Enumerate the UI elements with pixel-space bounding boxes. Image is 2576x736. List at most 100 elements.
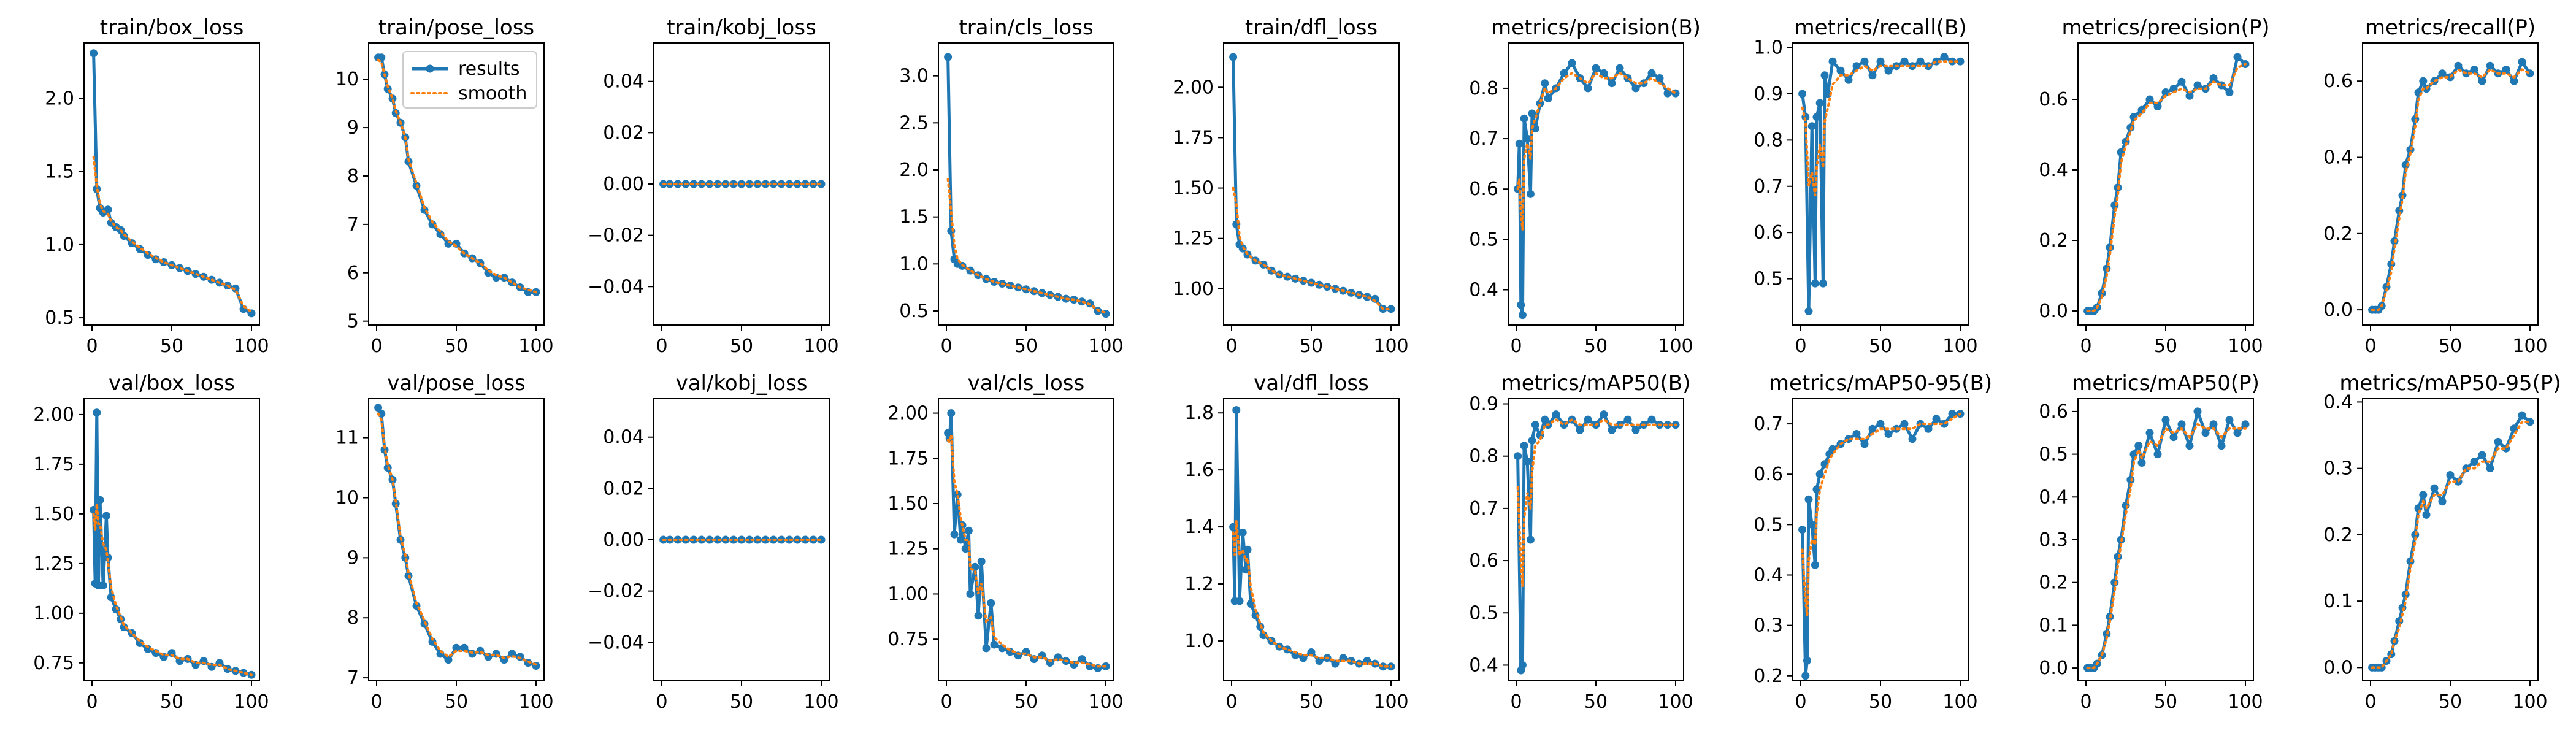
x-tick-label: 0 — [370, 691, 382, 713]
results-point — [239, 669, 248, 677]
smooth-line — [92, 504, 253, 677]
y-tick-label: 0.75 — [887, 629, 929, 650]
smooth-line — [946, 178, 1107, 315]
x-tick-label: 50 — [2439, 691, 2462, 713]
y-tick-label: 1.50 — [1173, 178, 1214, 199]
results-line — [2372, 60, 2532, 312]
results-point — [964, 526, 973, 535]
results-point — [1804, 495, 1813, 504]
y-tick-label: 0.4 — [2323, 147, 2353, 168]
results-point — [136, 639, 144, 647]
results-point — [961, 545, 970, 553]
subplot-title: train/cls_loss — [959, 15, 1093, 40]
results-point — [1852, 430, 1861, 438]
results-point — [1932, 415, 1941, 423]
x-tick-label: 50 — [1584, 691, 1608, 713]
results-point — [1541, 79, 1549, 88]
smooth-line — [92, 155, 253, 313]
results-point — [2454, 61, 2463, 70]
results-point — [2169, 433, 2178, 442]
results-point — [1592, 64, 1600, 72]
results-point — [96, 496, 104, 504]
results-point — [1868, 424, 1877, 433]
results-point — [950, 530, 959, 539]
results-point — [817, 535, 826, 544]
x-tick-label: 100 — [518, 335, 553, 357]
results-point — [2502, 66, 2510, 74]
results-point — [2225, 416, 2234, 424]
subplot-title: val/pose_loss — [387, 371, 526, 396]
results-point — [1803, 656, 1811, 665]
y-tick-label: 7 — [347, 667, 359, 689]
y-tick-label: 0.00 — [603, 174, 644, 195]
results-point — [947, 409, 956, 418]
y-tick-label: 1.5 — [899, 207, 929, 228]
results-point — [1576, 426, 1584, 434]
x-tick-label: 100 — [1088, 691, 1123, 713]
results-point — [953, 490, 962, 499]
results-point — [1868, 71, 1877, 80]
results-point — [1655, 74, 1664, 82]
subplot-title: val/kobj_loss — [676, 371, 808, 396]
y-tick-label: 0.6 — [1754, 222, 1783, 243]
results-point — [2153, 102, 2162, 110]
results-point — [1246, 600, 1255, 608]
results-point — [987, 599, 995, 607]
results-point — [1801, 672, 1810, 680]
results-point — [468, 650, 477, 658]
smooth-line — [946, 434, 1107, 668]
results-point — [1552, 410, 1560, 419]
subplot-title: val/box_loss — [109, 371, 235, 396]
results-point — [1623, 415, 1632, 424]
results-point — [2470, 66, 2478, 74]
results-point — [1584, 84, 1592, 93]
y-tick-label: 0.5 — [45, 307, 74, 329]
results-point — [444, 656, 453, 664]
y-tick-label: 0.1 — [2039, 615, 2068, 636]
x-tick-label: 50 — [1014, 691, 1038, 713]
x-tick-label: 0 — [940, 691, 952, 713]
x-tick-label: 100 — [803, 691, 838, 713]
results-point — [2209, 74, 2218, 82]
results-point — [745, 180, 754, 188]
results-point — [673, 535, 682, 544]
subplot-title: val/dfl_loss — [1254, 371, 1369, 396]
results-point — [1514, 452, 1522, 461]
y-tick-label: −0.04 — [588, 276, 644, 297]
subplot-val-cls-loss: val/cls_loss 0 50 100 0.75 1.00 1.25 1.50 1.75 2.… — [887, 371, 1123, 713]
results-point — [2185, 91, 2194, 100]
subplot-metrics-map50-p: metrics/mAP50(P) 0 50 100 0.0 0.1 0.2 0.3 0.4 0.5… — [2039, 371, 2263, 713]
y-tick-label: 0.00 — [603, 529, 644, 551]
results-point — [1339, 654, 1347, 662]
results-point — [2526, 418, 2534, 426]
y-tick-label: 0.02 — [603, 122, 644, 144]
y-tick-label: 0.4 — [1469, 280, 1498, 301]
x-tick-label: 50 — [1869, 335, 1892, 357]
x-tick-label: 0 — [940, 335, 952, 357]
results-point — [956, 535, 965, 544]
subplot-metrics-recall-b: metrics/recall(B) 0 50 100 0.5 0.6 0.7 0.8 0.9 1.… — [1754, 15, 1977, 357]
x-tick-label: 0 — [1510, 335, 1522, 357]
y-tick-label: 0.5 — [1754, 269, 1783, 290]
subplot-title: metrics/mAP50(P) — [2072, 371, 2260, 396]
results-point — [1815, 470, 1824, 478]
y-tick-label: 1.75 — [887, 448, 929, 469]
results-point — [1884, 66, 1893, 75]
x-tick-label: 50 — [160, 335, 183, 357]
subplot-title: metrics/precision(B) — [1491, 15, 1701, 40]
y-tick-label: 0.6 — [1754, 464, 1783, 485]
x-tick-label: 50 — [730, 335, 753, 357]
y-tick-label: 0.2 — [1754, 665, 1783, 687]
results-point — [2419, 77, 2428, 85]
results-point — [1331, 285, 1340, 293]
results-point — [1663, 421, 1672, 429]
smooth-line — [1516, 418, 1677, 587]
y-tick-label: 0.9 — [1754, 83, 1783, 105]
subplot-val-box-loss: val/box_loss 0 50 100 0.75 1.00 1.25 1.50 1.75 2.… — [33, 371, 269, 713]
y-tick-label: 1.50 — [887, 493, 929, 515]
results-point — [151, 255, 160, 264]
y-tick-label: 0.5 — [899, 301, 929, 322]
results-point — [801, 535, 810, 544]
